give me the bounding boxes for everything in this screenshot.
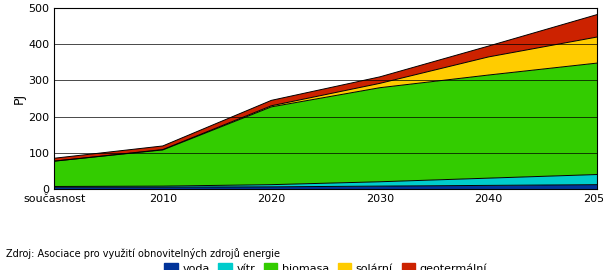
Text: Zdroj: Asociace pro využití obnovitelných zdrojů energie: Zdroj: Asociace pro využití obnovitelnýc… <box>6 248 280 259</box>
Legend: voda, vítr, biomasa, solární, geotermální: voda, vítr, biomasa, solární, geotermáln… <box>165 263 487 270</box>
Y-axis label: PJ: PJ <box>13 93 25 104</box>
